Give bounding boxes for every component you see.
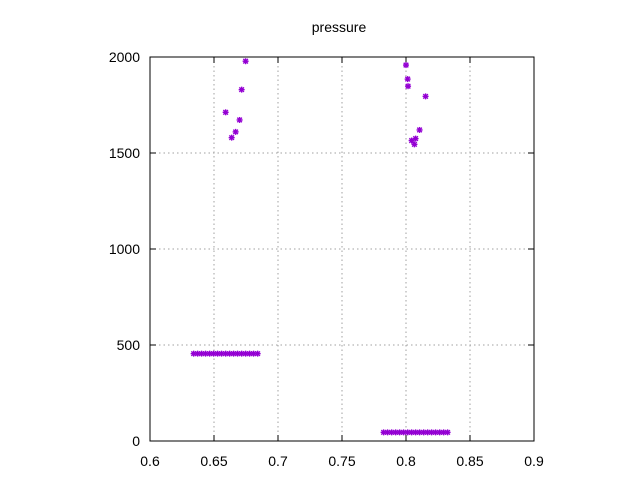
y-tick-label: 1000: [109, 241, 140, 257]
data-point: [405, 83, 412, 90]
y-tick-label: 0: [132, 433, 140, 449]
data-point: [232, 128, 239, 135]
data-point: [238, 86, 245, 93]
x-tick-label: 0.6: [140, 453, 160, 469]
x-tick-label: 0.85: [456, 453, 483, 469]
data-point: [408, 429, 415, 436]
data-point: [242, 58, 249, 65]
data-point: [384, 429, 391, 436]
data-point: [412, 135, 419, 142]
data-points: [190, 58, 451, 436]
chart-title: pressure: [312, 19, 367, 35]
data-point: [222, 109, 229, 116]
y-axis-tick-labels: 0 500 1000 1500 2000: [109, 49, 140, 449]
data-point: [228, 134, 235, 141]
data-point: [428, 429, 435, 436]
data-point: [411, 141, 418, 148]
x-tick-label: 0.9: [524, 453, 544, 469]
y-tick-label: 500: [117, 337, 141, 353]
data-point: [234, 350, 241, 357]
data-point: [190, 350, 197, 357]
y-tick-label: 2000: [109, 49, 140, 65]
x-tick-label: 0.65: [200, 453, 227, 469]
data-point: [432, 429, 439, 436]
data-point: [254, 350, 261, 357]
data-point: [444, 429, 451, 436]
data-point: [236, 116, 243, 123]
y-tick-label: 1500: [109, 145, 140, 161]
data-point: [226, 350, 233, 357]
plot-frame: [149, 56, 535, 442]
x-tick-label: 0.75: [328, 453, 355, 469]
x-axis-tick-labels: 0.6 0.65 0.7 0.75 0.8 0.85 0.9: [140, 453, 544, 469]
data-point: [404, 76, 411, 83]
data-point: [403, 62, 409, 69]
x-tick-label: 0.7: [268, 453, 288, 469]
data-point: [416, 126, 423, 133]
x-tick-label: 0.8: [396, 453, 416, 469]
data-point: [422, 93, 429, 100]
grid: [150, 57, 534, 441]
